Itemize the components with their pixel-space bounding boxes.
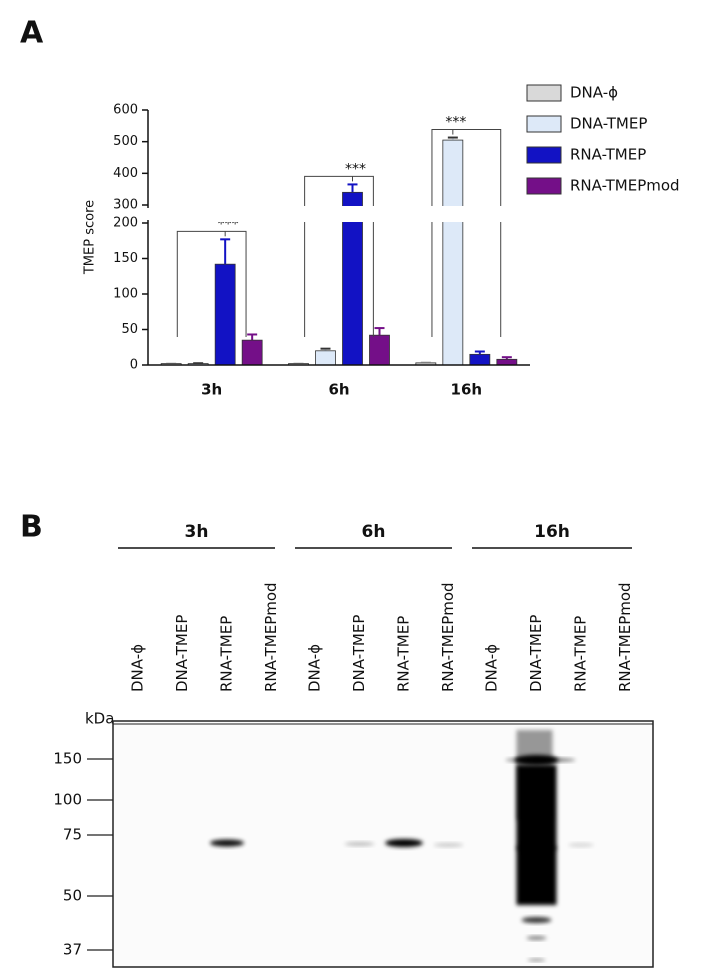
bar [315, 350, 336, 366]
y-tick-label: 500 [113, 134, 138, 149]
band [505, 758, 576, 762]
group-label: 6h [362, 522, 386, 542]
panel-label: A [20, 16, 44, 51]
x-tick-label: 16h [451, 381, 483, 399]
lane-label: RNA-TMEP [572, 616, 590, 692]
band [344, 842, 375, 846]
band [521, 917, 552, 923]
band [568, 843, 594, 847]
significance-bracket [176, 230, 247, 337]
group-label: 3h [185, 522, 209, 542]
lane-label: DNA-ϕ [306, 644, 324, 692]
band [433, 843, 464, 847]
lane-label: RNA-TMEPmod [616, 582, 634, 692]
legend-label: RNA-TMEP [570, 146, 646, 164]
y-tick-label: 200 [113, 216, 138, 231]
legend-swatch [526, 177, 562, 195]
band [515, 844, 558, 852]
band [526, 936, 547, 940]
band [527, 958, 546, 962]
lane-label: DNA-TMEP [173, 615, 191, 692]
marker-label: 75 [63, 826, 82, 844]
x-tick-label: 3h [201, 381, 222, 399]
y-tick-label: 50 [121, 322, 138, 337]
y-tick-label: 0 [130, 358, 138, 373]
legend-swatch [526, 146, 562, 164]
marker-label: 37 [63, 941, 82, 959]
lane-label: RNA-TMEPmod [439, 582, 457, 692]
y-axis-label: TMEP score [83, 200, 98, 275]
legend-swatch [526, 115, 562, 133]
lane-label: DNA-ϕ [129, 644, 147, 692]
lane-label: DNA-TMEP [350, 615, 368, 692]
significance-label: *** [345, 161, 366, 177]
bar [214, 263, 236, 366]
lane-label: DNA-ϕ [483, 644, 501, 692]
legend-label: DNA-TMEP [570, 115, 647, 133]
lane-label: RNA-TMEP [218, 616, 236, 692]
legend-swatch [526, 84, 562, 102]
band-smear [516, 765, 557, 905]
panel-label: B [20, 510, 43, 545]
x-tick-label: 6h [328, 381, 349, 399]
blot-membrane [112, 720, 654, 968]
band [385, 839, 423, 847]
y-tick-label: 300 [113, 198, 138, 213]
bar [241, 339, 263, 366]
significance-bracket [304, 175, 374, 337]
lane-label: RNA-TMEP [395, 616, 413, 692]
legend-label: RNA-TMEPmod [570, 177, 680, 195]
marker-label: 50 [63, 887, 82, 905]
bar [369, 334, 390, 366]
lane-label: RNA-TMEPmod [262, 582, 280, 692]
y-tick-label: 400 [113, 166, 138, 181]
y-tick-label: 100 [113, 287, 138, 302]
marker-label: 150 [53, 750, 82, 768]
bar [469, 353, 491, 366]
axis-break [151, 206, 533, 222]
lane-label: DNA-TMEP [527, 615, 545, 692]
legend-label: DNA-ϕ [570, 84, 618, 102]
bar [442, 139, 464, 366]
y-tick-label: 150 [113, 251, 138, 266]
group-label: 16h [534, 522, 570, 542]
bar [496, 358, 518, 366]
y-tick-label: 600 [113, 103, 138, 118]
significance-label: *** [445, 115, 466, 131]
marker-label: 100 [53, 791, 82, 809]
significance-bracket [431, 129, 502, 337]
band [210, 839, 244, 847]
unit-label: kDa [85, 710, 114, 728]
